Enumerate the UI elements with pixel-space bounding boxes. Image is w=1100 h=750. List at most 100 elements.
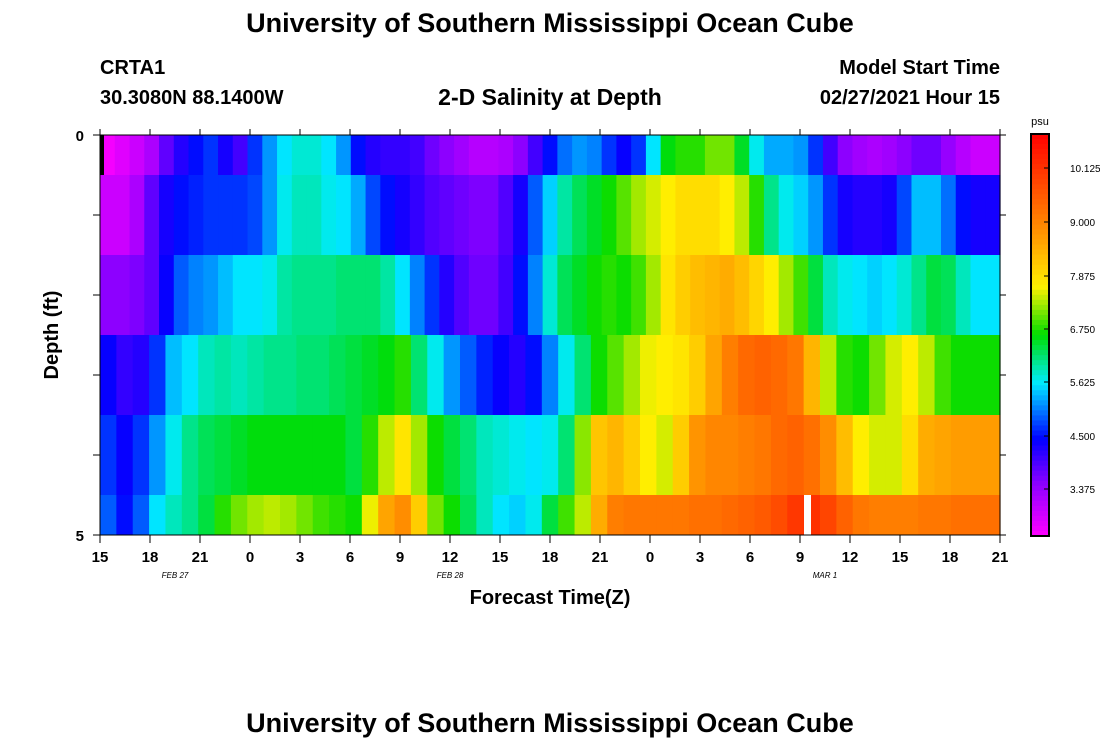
heatmap-cell [263,415,281,495]
colorbar-segment [1031,149,1049,155]
footer-title: University of Southern Mississippi Ocean… [246,708,854,738]
heatmap-cell [911,175,927,255]
heatmap-cell [616,135,632,175]
heatmap-cell [557,255,573,335]
heatmap-cell [601,255,617,335]
heatmap-cell [808,135,824,175]
heatmap-cell [198,495,216,535]
heatmap-cell [867,135,883,175]
heatmap-cell [149,335,167,415]
colorbar-segment [1031,520,1049,527]
heatmap-cell [468,255,485,335]
current-time-marker [804,495,811,535]
heatmap-cell [312,335,330,415]
heatmap-cell [926,255,942,335]
heatmap-cell [395,255,411,335]
heatmap-cell [955,135,972,175]
colorbar-segment [1031,224,1049,231]
heatmap-cell [218,135,234,175]
heatmap-cell [940,135,957,175]
heatmap-cell [770,335,788,415]
heatmap-cell [230,335,248,415]
heatmap-cell [586,255,603,335]
heatmap-cell [345,415,363,495]
heatmap-cell [950,335,968,415]
heatmap-cell [918,495,936,535]
heatmap-cell [940,175,957,255]
heatmap-cell [306,175,322,255]
heatmap-cell [291,175,308,255]
heatmap-cell [394,495,412,535]
heatmap-cell [852,255,868,335]
heatmap-cell [232,135,249,175]
heatmap-cell [427,335,445,415]
heatmap-cell [350,255,367,335]
colorbar-segment [1031,174,1049,180]
heatmap-cell [218,175,234,255]
colorbar-segment [1031,329,1049,336]
heatmap-cell [492,415,510,495]
colorbar-segment [1031,445,1049,452]
colorbar-segment [1031,289,1049,296]
heatmap-cell [586,135,603,175]
colorbar-segment [1031,345,1049,351]
heatmap-cell [144,135,160,175]
heatmap-cell [296,415,314,495]
heatmap-cell [198,415,216,495]
heatmap-cell [100,335,117,415]
heatmap-cell [719,135,736,175]
heatmap-cell [247,495,265,535]
heatmap-cell [345,335,363,415]
colorbar-tick-label: 6.750 [1070,325,1095,336]
heatmap-cell [734,175,750,255]
heatmap-cell [218,255,234,335]
heatmap-cell [704,175,721,255]
colorbar-segment [1031,475,1049,482]
colorbar-segment [1031,199,1049,205]
heatmap-cell [513,255,529,335]
heatmap-cell [329,335,347,415]
x-tick-label: 21 [192,549,209,566]
heatmap-cell [410,495,428,535]
heatmap-cell [867,175,883,255]
heatmap-cell [247,415,265,495]
heatmap-cell [277,135,293,175]
heatmap-cell [690,255,706,335]
heatmap-cell [149,495,167,535]
heatmap-cell [640,335,657,415]
colorbar-unit: psu [1031,116,1049,128]
heatmap-cell [837,175,854,255]
heatmap-cell [116,415,134,495]
heatmap-cell [173,175,190,255]
colorbar-segment [1031,375,1049,381]
heatmap-cell [476,415,494,495]
heatmap-cell [132,415,150,495]
x-tick-label: 6 [746,549,754,566]
heatmap-cell [836,335,854,415]
colorbar-segment [1031,470,1049,477]
date-label: MAR 1 [813,571,837,580]
colorbar-segment [1031,530,1049,537]
heatmap-cell [574,495,592,535]
heatmap-cell [901,415,919,495]
heatmap-cell [114,135,131,175]
colorbar-segment [1031,390,1049,396]
heatmap-cell [616,175,632,255]
heatmap-cell [541,415,559,495]
heatmap-cell [350,135,367,175]
heatmap-cell [277,255,293,335]
model-start-marker [100,135,104,175]
heatmap-cell [483,255,499,335]
heatmap-cell [640,415,657,495]
heatmap-cell [443,415,461,495]
heatmap-cell [656,495,674,535]
colorbar-frame [1030,133,1050,537]
heatmap-cell [985,135,1001,175]
heatmap-cell [476,495,494,535]
heatmap-cell [291,255,308,335]
heatmap-cell [631,255,647,335]
heatmap-cell [468,175,485,255]
heatmap-cell [443,335,461,415]
colorbar-segment [1031,415,1049,422]
heatmap-cell [439,255,455,335]
